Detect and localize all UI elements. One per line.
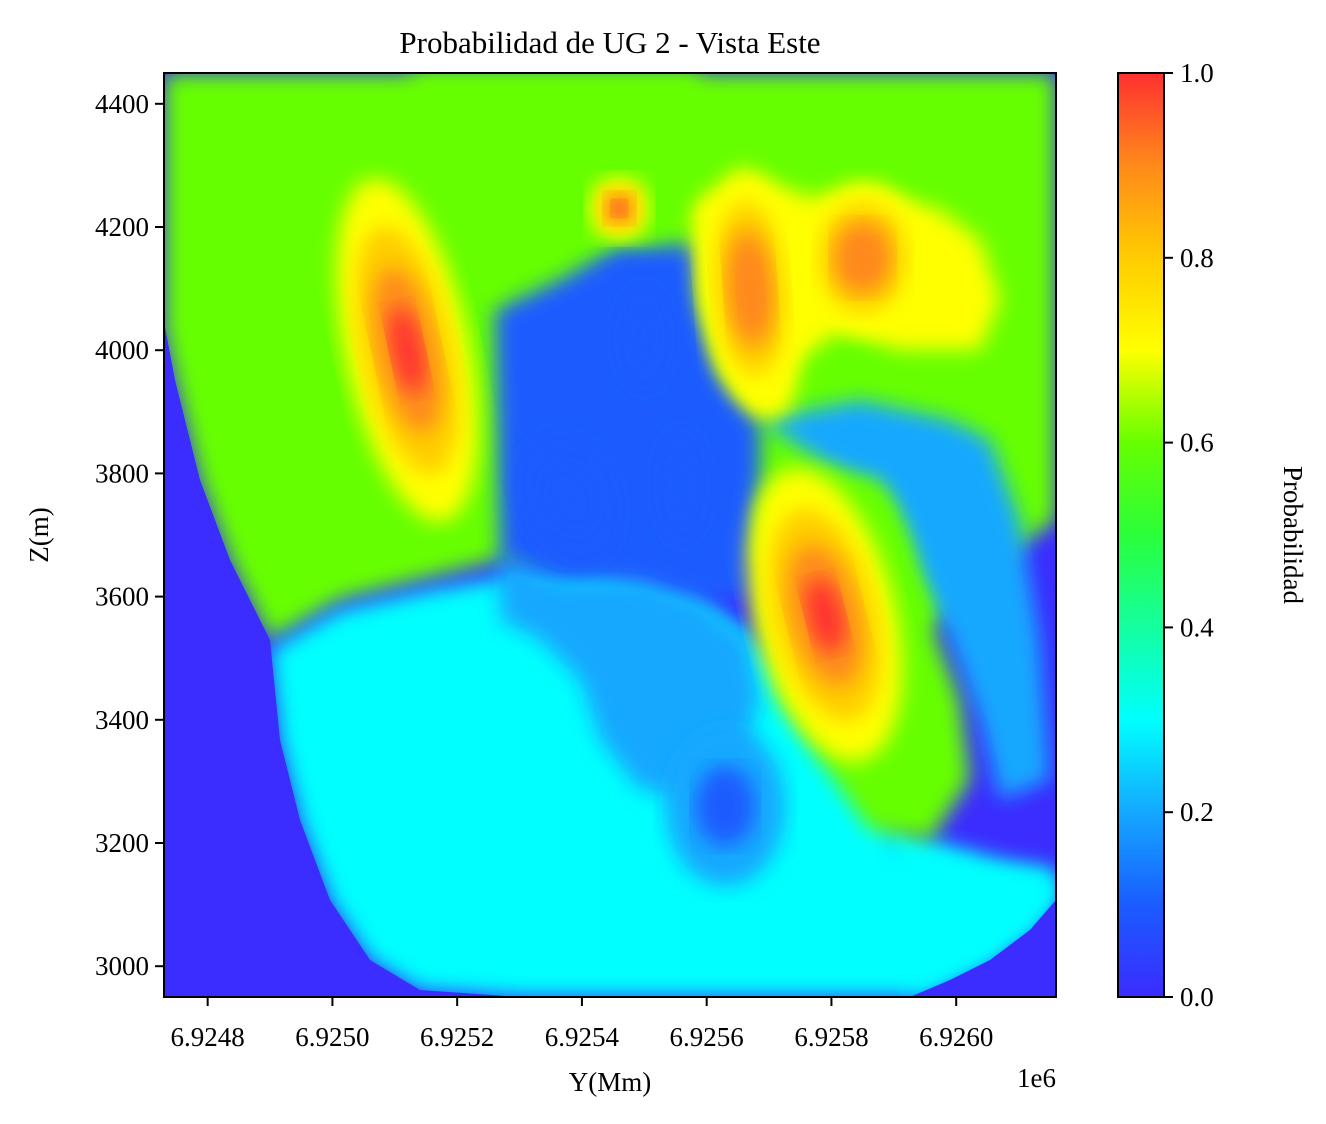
- colorbar-tick-label: 1.0: [1180, 58, 1214, 88]
- x-tick-label: 6.9260: [919, 1022, 993, 1052]
- colorbar-tick-label: 0.6: [1180, 428, 1214, 458]
- x-axis-ticks: 6.9248 6.9250 6.9252 6.9254 6.9256 6.9258 6.92…: [171, 997, 993, 1052]
- outside-region: [910, 900, 1056, 997]
- y-axis-label: Z(m): [24, 507, 54, 562]
- colorbar: [1117, 72, 1165, 998]
- x-tick-label: 6.9258: [794, 1022, 868, 1052]
- heatmap-hotspots: [336, 168, 923, 887]
- y-tick-label: 4200: [95, 212, 149, 242]
- plot-frame: [163, 72, 1057, 998]
- x-tick-label: 6.9254: [545, 1022, 620, 1052]
- probability-zone: [760, 400, 1050, 800]
- colorbar-tick-label: 0.2: [1180, 797, 1214, 827]
- x-tick-label: 6.9256: [670, 1022, 744, 1052]
- x-tick-label: 6.9252: [420, 1022, 494, 1052]
- x-tick-label: 6.9250: [295, 1022, 369, 1052]
- probability-blob: [738, 258, 763, 319]
- colorbar-tick-label: 0.8: [1180, 243, 1214, 273]
- probability-zone: [410, 73, 700, 300]
- heatmap-plot-area: [164, 73, 1056, 997]
- probability-blob: [543, 464, 596, 533]
- colorbar-tick-label: 0.0: [1180, 982, 1214, 1012]
- chart-title: Probabilidad de UG 2 - Vista Este: [399, 25, 820, 60]
- y-tick-label: 3600: [95, 582, 149, 612]
- y-tick-label: 3200: [95, 828, 149, 858]
- y-axis-ticks: 3000 3200 3400 3600 3800 4000 4200 4400: [95, 89, 164, 981]
- probability-blob: [629, 310, 660, 366]
- y-tick-label: 4400: [95, 89, 149, 119]
- probability-blob: [847, 239, 878, 277]
- colorbar-ticks: 0.0 0.2 0.4 0.6 0.8 1.0: [1164, 58, 1214, 1012]
- probability-blob: [805, 578, 845, 652]
- y-tick-label: 3000: [95, 951, 149, 981]
- x-axis-label: Y(Mm): [569, 1067, 652, 1097]
- y-tick-label: 3400: [95, 705, 149, 735]
- outside-region: [164, 322, 520, 997]
- probability-blob: [389, 307, 425, 394]
- colorbar-tick-label: 0.4: [1180, 612, 1214, 642]
- x-tick-label: 6.9248: [171, 1022, 245, 1052]
- colorbar-label: Probabilidad: [1278, 466, 1308, 604]
- probability-blob: [695, 766, 756, 847]
- probability-blob: [667, 455, 696, 516]
- x-axis-offset: 1e6: [1017, 1063, 1056, 1093]
- probability-blob: [611, 200, 627, 217]
- y-tick-label: 4000: [95, 335, 149, 365]
- probability-zone: [880, 820, 1056, 997]
- y-tick-label: 3800: [95, 458, 149, 488]
